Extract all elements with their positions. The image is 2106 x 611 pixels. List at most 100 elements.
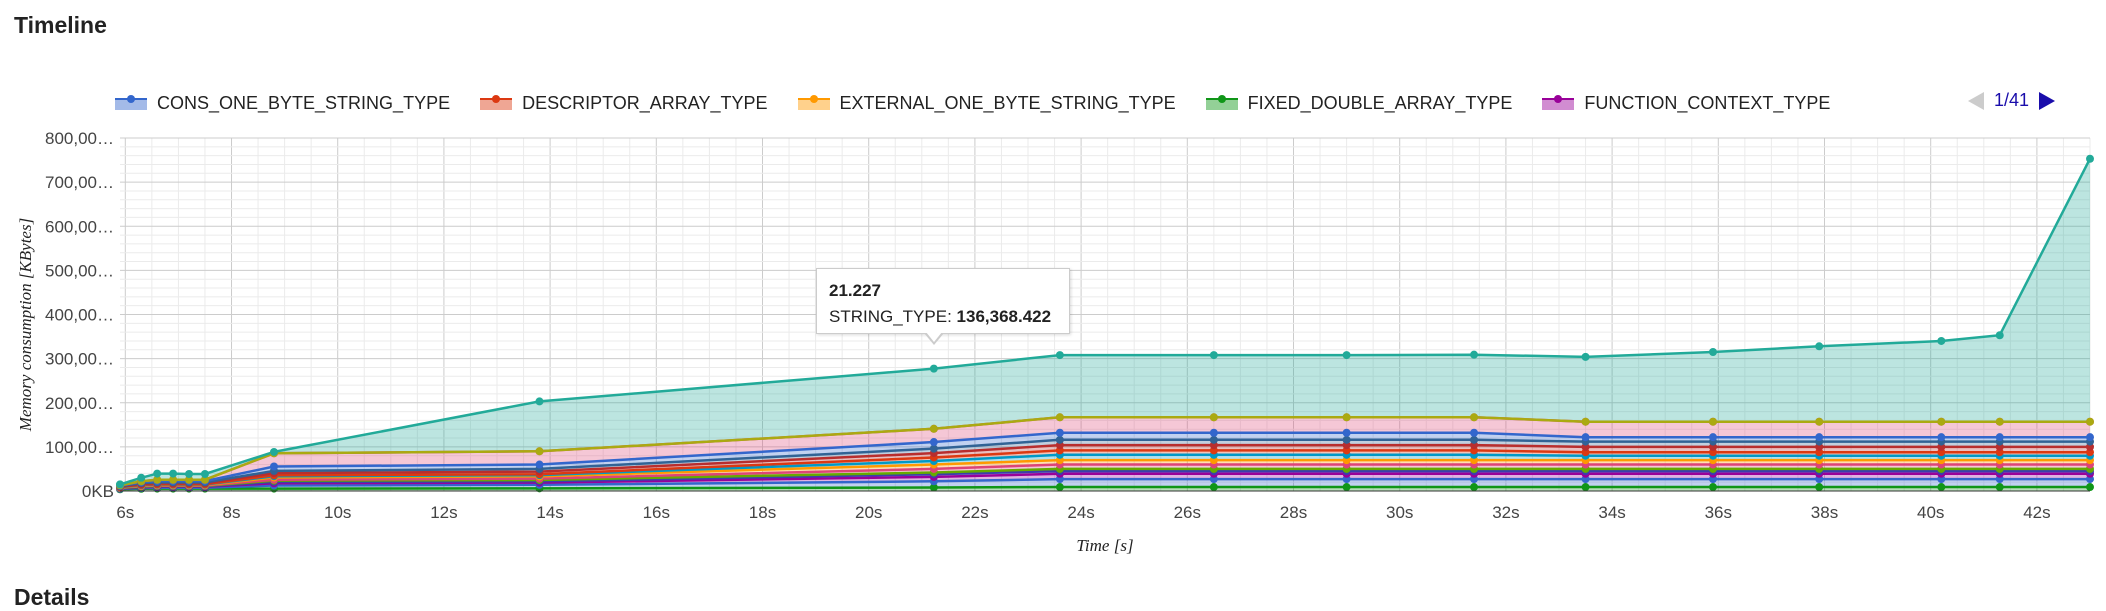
data-point — [200, 475, 209, 484]
legend-pager: 1/41 — [1968, 90, 2056, 111]
legend-swatch-icon — [1205, 95, 1238, 110]
legend-swatch-icon — [797, 95, 830, 110]
series-area-12 — [120, 417, 2090, 486]
data-point — [1937, 336, 1946, 345]
data-point — [200, 470, 209, 479]
x-tick-label: 18s — [749, 503, 776, 522]
data-point — [1581, 417, 1590, 426]
data-point — [1581, 483, 1590, 492]
data-point — [1209, 428, 1218, 437]
triangle-left-icon[interactable] — [1968, 91, 1984, 110]
x-tick-label: 10s — [324, 503, 351, 522]
data-point — [1708, 417, 1717, 426]
y-axis-title: Memory consumption [KBytes] — [16, 218, 35, 432]
data-point — [1055, 435, 1064, 444]
data-point — [1055, 351, 1064, 360]
data-point — [1815, 433, 1824, 442]
data-point — [185, 475, 194, 484]
tooltip-series-value: 136,368.422 — [956, 307, 1052, 326]
data-point — [153, 475, 162, 484]
legend-item-external-one-byte-string-type[interactable]: EXTERNAL_ONE_BYTE_STRING_TYPE — [797, 92, 1176, 114]
data-point — [1708, 348, 1717, 357]
x-tick-label: 38s — [1811, 503, 1838, 522]
chart-axes: 6s 8s 10s 12s 14s 16s 18s 20s 22s 24s 26s 28s 30s 32s… — [45, 129, 2090, 522]
x-tick-label: 12s — [430, 503, 457, 522]
legend-swatch-icon — [115, 95, 147, 110]
data-point — [1470, 483, 1479, 492]
data-point — [169, 475, 178, 484]
x-tick-label: 16s — [643, 503, 670, 522]
data-point — [535, 460, 544, 469]
x-tick-label: 6s — [116, 503, 134, 522]
tooltip-pointer-fill — [926, 332, 942, 342]
data-point — [929, 444, 938, 453]
legend-item-fixed-double-array-type[interactable]: FIXED_DOUBLE_ARRAY_TYPE — [1205, 93, 1512, 114]
data-point — [2086, 433, 2094, 442]
legend-item-function-context-type[interactable]: FUNCTION_CONTEXT_TYPE — [1542, 93, 1830, 114]
data-point — [1055, 413, 1064, 422]
y-tick-label: 400,00… — [45, 306, 114, 325]
chart-points — [116, 154, 2094, 494]
x-tick-label: 26s — [1174, 503, 1201, 522]
triangle-right-icon[interactable] — [2039, 91, 2056, 110]
memory-timeline-chart[interactable]: 6s 8s 10s 12s 14s 16s 18s 20s 22s 24s 26s 28s 30s 32s… — [0, 0, 2106, 590]
data-point — [169, 469, 178, 478]
data-point — [116, 480, 124, 489]
y-tick-label: 700,00… — [45, 173, 114, 192]
legend-item-cons-one-byte-string-type[interactable]: CONS_ONE_BYTE_STRING_TYPE — [115, 93, 450, 114]
data-point — [535, 447, 544, 456]
data-point — [1815, 483, 1824, 492]
data-point — [185, 470, 194, 479]
data-point — [1209, 435, 1218, 444]
data-point — [535, 397, 544, 406]
data-point — [929, 483, 938, 492]
data-point — [1995, 433, 2004, 442]
series-area-9 — [120, 445, 2090, 487]
tooltip-series-name: STRING_TYPE: — [829, 307, 952, 326]
x-tick-label: 40s — [1917, 503, 1944, 522]
y-tick-label: 100,00… — [45, 438, 114, 457]
data-point — [1209, 483, 1218, 492]
data-point — [2086, 417, 2094, 426]
data-point — [137, 473, 146, 482]
y-tick-label: 300,00… — [45, 350, 114, 369]
legend-item-label: EXTERNAL_ONE_BYTE_STRING_TYPE — [839, 92, 1176, 113]
tooltip-x-value: 21.227 — [829, 281, 881, 300]
data-point — [1995, 417, 2004, 426]
series-area-14 — [120, 158, 2090, 486]
data-point — [2086, 483, 2094, 492]
series-area-8 — [120, 450, 2090, 488]
y-tick-label: 800,00… — [45, 129, 114, 148]
data-point — [1470, 428, 1479, 437]
legend-item-descriptor-array-type[interactable]: DESCRIPTOR_ARRAY_TYPE — [480, 92, 768, 114]
y-tick-label: 500,00… — [45, 261, 114, 280]
data-point — [929, 364, 938, 373]
series-area-10 — [120, 439, 2090, 487]
chart-tooltip: 21.227 STRING_TYPE: 136,368.422 — [816, 268, 1070, 334]
page-title: Timeline — [14, 12, 107, 38]
x-axis-title: Time [s] — [1076, 536, 1133, 555]
data-point — [1342, 351, 1351, 360]
data-point — [1937, 417, 1946, 426]
data-point — [1470, 350, 1479, 359]
data-point — [1708, 483, 1717, 492]
y-tick-label: 200,00… — [45, 394, 114, 413]
data-point — [1470, 413, 1479, 422]
data-point — [1937, 433, 1946, 442]
data-point — [269, 447, 278, 456]
x-tick-label: 36s — [1705, 503, 1732, 522]
x-tick-label: 42s — [2023, 503, 2050, 522]
x-tick-label: 14s — [536, 503, 563, 522]
data-point — [1995, 331, 2004, 340]
x-tick-label: 32s — [1492, 503, 1519, 522]
x-tick-label: 24s — [1067, 503, 1094, 522]
data-point — [153, 469, 162, 478]
legend-page-indicator: 1/41 — [1994, 90, 2030, 110]
x-tick-label: 30s — [1386, 503, 1413, 522]
legend-item-label: DESCRIPTOR_ARRAY_TYPE — [522, 92, 768, 113]
data-point — [1815, 342, 1824, 351]
data-point — [1342, 483, 1351, 492]
series-area-7 — [120, 454, 2090, 488]
data-point — [1581, 352, 1590, 361]
data-point — [1470, 435, 1479, 444]
